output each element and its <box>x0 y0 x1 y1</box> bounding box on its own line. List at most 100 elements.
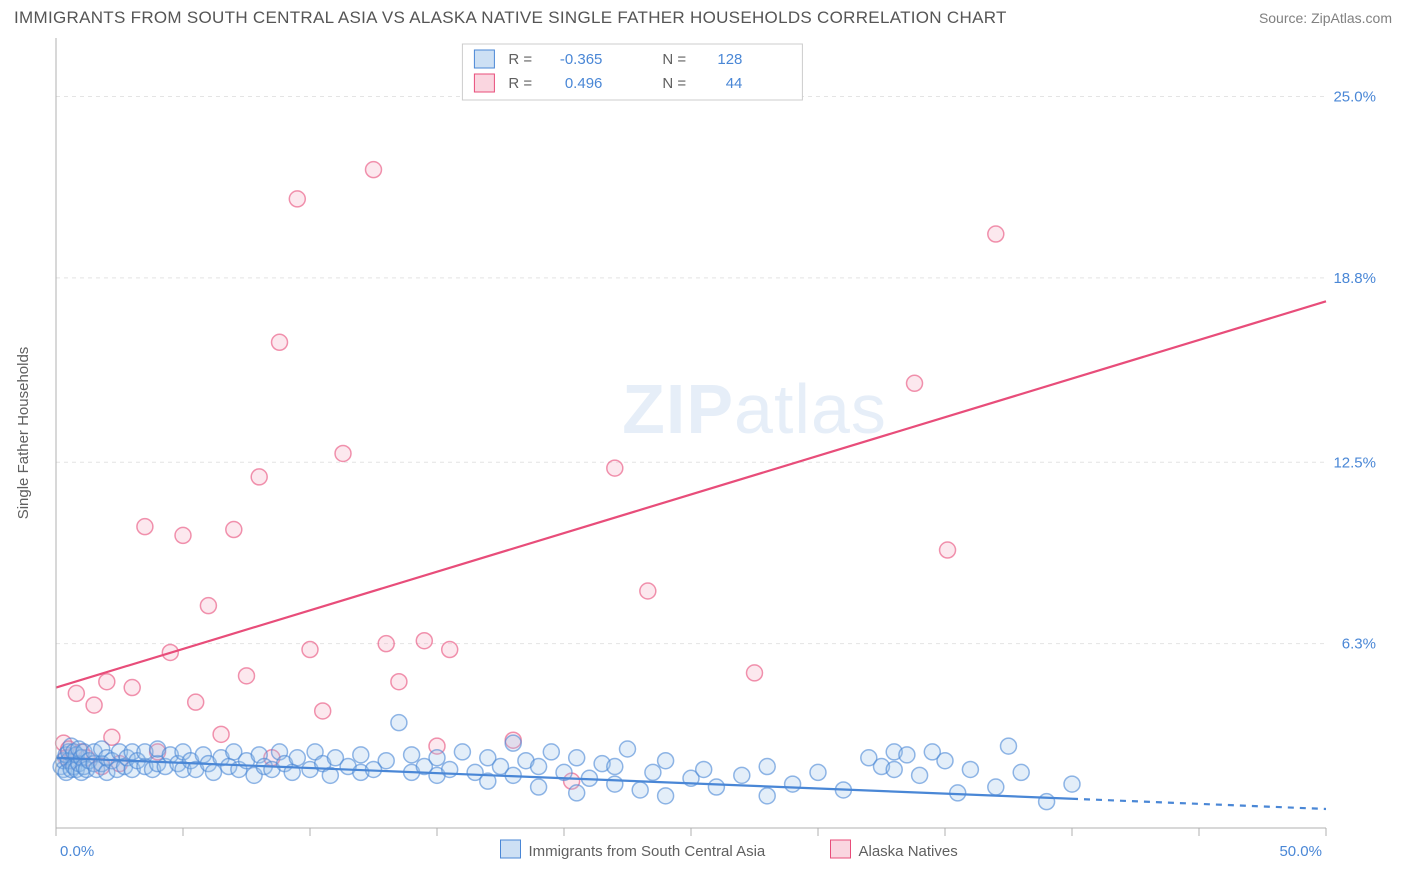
data-point <box>759 759 775 775</box>
data-point <box>747 665 763 681</box>
legend-r-label: R = <box>508 51 532 68</box>
data-point <box>940 542 956 558</box>
data-point <box>335 445 351 461</box>
data-point <box>200 598 216 614</box>
data-point <box>696 761 712 777</box>
data-point <box>272 334 288 350</box>
legend-swatch <box>831 840 851 858</box>
data-point <box>531 779 547 795</box>
data-point <box>404 747 420 763</box>
data-point <box>708 779 724 795</box>
data-point <box>289 750 305 766</box>
data-point <box>734 767 750 783</box>
data-point <box>429 750 445 766</box>
legend-swatch <box>474 74 494 92</box>
data-point <box>607 759 623 775</box>
data-point <box>640 583 656 599</box>
legend-swatch <box>474 50 494 68</box>
chart-title: IMMIGRANTS FROM SOUTH CENTRAL ASIA VS AL… <box>14 8 1007 28</box>
series-Alaska Natives <box>56 162 1004 790</box>
data-point <box>785 776 801 792</box>
data-point <box>937 753 953 769</box>
data-point <box>569 785 585 801</box>
chart-header: IMMIGRANTS FROM SOUTH CENTRAL ASIA VS AL… <box>0 0 1406 34</box>
data-point <box>137 519 153 535</box>
data-point <box>251 469 267 485</box>
data-point <box>353 747 369 763</box>
data-point <box>188 694 204 710</box>
data-point <box>810 764 826 780</box>
x-tick-label: 0.0% <box>60 843 94 860</box>
legend-series-label: Alaska Natives <box>859 843 958 860</box>
data-point <box>378 636 394 652</box>
data-point <box>543 744 559 760</box>
data-point <box>505 735 521 751</box>
data-point <box>302 642 318 658</box>
trend-line-pink <box>56 301 1326 687</box>
source-link[interactable]: ZipAtlas.com <box>1311 10 1392 26</box>
chart-area: ZIPatlas0.0%50.0%6.3%12.5%18.8%25.0%Sing… <box>0 34 1406 884</box>
data-point <box>569 750 585 766</box>
data-point <box>607 460 623 476</box>
data-point <box>289 191 305 207</box>
data-point <box>68 685 84 701</box>
data-point <box>645 764 661 780</box>
source-prefix: Source: <box>1259 10 1311 26</box>
data-point <box>1013 764 1029 780</box>
legend-n-value: 128 <box>717 51 742 68</box>
legend-r-value: -0.365 <box>560 51 603 68</box>
data-point <box>632 782 648 798</box>
legend-r-label: R = <box>508 75 532 92</box>
data-point <box>86 697 102 713</box>
data-point <box>226 522 242 538</box>
data-point <box>759 788 775 804</box>
y-tick-label: 25.0% <box>1333 89 1376 106</box>
correlation-scatter-chart: ZIPatlas0.0%50.0%6.3%12.5%18.8%25.0%Sing… <box>0 34 1406 884</box>
data-point <box>124 680 140 696</box>
data-point <box>620 741 636 757</box>
data-point <box>99 674 115 690</box>
x-tick-label: 50.0% <box>1279 843 1322 860</box>
data-point <box>962 761 978 777</box>
chart-source: Source: ZipAtlas.com <box>1259 10 1392 26</box>
data-point <box>907 375 923 391</box>
data-point <box>205 764 221 780</box>
data-point <box>1001 738 1017 754</box>
data-point <box>658 753 674 769</box>
data-point <box>391 715 407 731</box>
data-point <box>899 747 915 763</box>
data-point <box>607 776 623 792</box>
data-point <box>213 726 229 742</box>
data-point <box>442 761 458 777</box>
data-point <box>378 753 394 769</box>
trend-line-blue-ext <box>1072 799 1326 809</box>
data-point <box>1039 794 1055 810</box>
legend-n-label: N = <box>662 51 686 68</box>
series-legend: Immigrants from South Central Asia Alaska… <box>501 840 958 860</box>
watermark: ZIPatlas <box>622 370 887 448</box>
data-point <box>391 674 407 690</box>
data-point <box>366 162 382 178</box>
data-point <box>658 788 674 804</box>
series-Immigrants from South Central Asia <box>53 715 1080 810</box>
data-point <box>175 527 191 543</box>
data-point <box>315 703 331 719</box>
data-point <box>988 779 1004 795</box>
legend-swatch <box>501 840 521 858</box>
y-tick-label: 12.5% <box>1333 454 1376 471</box>
data-point <box>442 642 458 658</box>
data-point <box>416 633 432 649</box>
data-point <box>1064 776 1080 792</box>
data-point <box>886 761 902 777</box>
legend-n-label: N = <box>662 75 686 92</box>
y-axis-label: Single Father Households <box>15 347 32 520</box>
data-point <box>239 668 255 684</box>
data-point <box>454 744 470 760</box>
legend-n-value: 44 <box>726 75 743 92</box>
data-point <box>912 767 928 783</box>
legend-r-value: 0.496 <box>565 75 603 92</box>
data-point <box>988 226 1004 242</box>
data-point <box>531 759 547 775</box>
y-tick-label: 18.8% <box>1333 270 1376 287</box>
legend-series-label: Immigrants from South Central Asia <box>529 843 766 860</box>
